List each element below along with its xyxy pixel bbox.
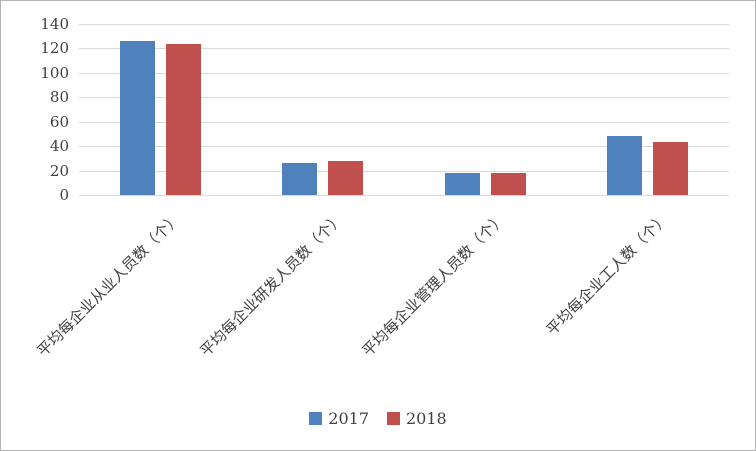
x-category-label-2: 平均每企业管理人员数（个） xyxy=(358,209,510,361)
bar-2018-cat0 xyxy=(165,43,201,195)
gridline-y-20 xyxy=(79,170,729,172)
y-tick-label-20: 20 xyxy=(49,161,69,180)
legend-item-2017: 2017 xyxy=(309,409,369,428)
bar-2017-cat1 xyxy=(282,163,318,195)
y-tick-label-100: 100 xyxy=(40,63,69,82)
legend: 2017 2018 xyxy=(1,409,755,428)
bar-2017-cat2 xyxy=(444,173,480,195)
gridline-y-40 xyxy=(79,146,729,148)
y-tick-label-120: 120 xyxy=(40,39,69,58)
y-tick-label-140: 140 xyxy=(40,15,69,33)
legend-item-2018: 2018 xyxy=(387,409,447,428)
y-tick-label-40: 40 xyxy=(49,137,69,156)
bar-2018-cat3 xyxy=(653,142,689,195)
gridline-y-140 xyxy=(79,24,729,25)
bar-2017-cat3 xyxy=(607,136,643,195)
legend-swatch-icon xyxy=(309,412,323,425)
bar-2018-cat1 xyxy=(328,160,364,195)
gridline-y-60 xyxy=(79,121,729,123)
y-tick-label-0: 0 xyxy=(59,186,69,204)
gridline-y-100 xyxy=(79,72,729,74)
y-tick-label-60: 60 xyxy=(49,112,69,131)
y-tick-label-80: 80 xyxy=(49,88,69,107)
gridline-y-0 xyxy=(79,195,729,196)
gridline-y-120 xyxy=(79,48,729,50)
gridline-y-80 xyxy=(79,97,729,99)
x-category-label-1: 平均每企业研发人员数（个） xyxy=(196,209,347,361)
x-category-label-0: 平均每企业从业人员数（个） xyxy=(33,209,185,361)
bar-2017-cat0 xyxy=(119,41,155,195)
x-category-label-3: 平均每企业工人数（个） xyxy=(542,209,672,339)
legend-label: 2018 xyxy=(406,409,447,428)
bar-2018-cat2 xyxy=(490,173,526,195)
legend-label: 2017 xyxy=(328,409,369,428)
legend-swatch-icon xyxy=(387,412,400,425)
